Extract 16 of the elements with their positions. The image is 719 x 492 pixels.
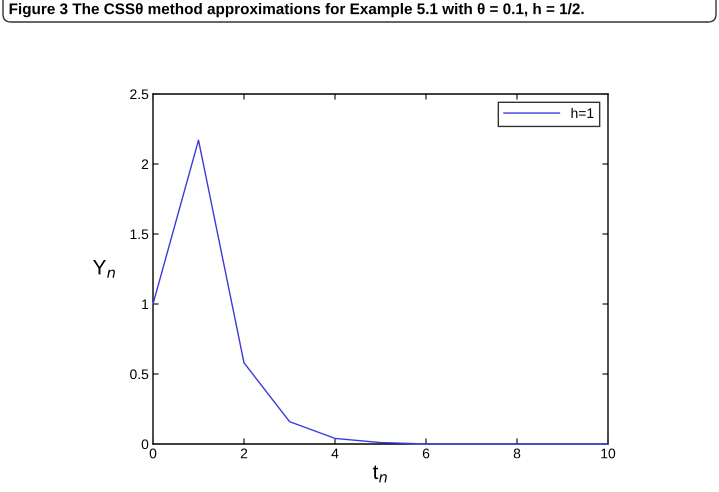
x-axis-title: t$_{n}$: [372, 465, 387, 482]
y-tick-label: 0.5: [130, 369, 148, 380]
y-tick-label: 2.5: [130, 89, 148, 100]
legend-label: h=1: [572, 108, 594, 118]
y-tick-label: 1.5: [130, 229, 148, 240]
y-tick-label: 2: [142, 159, 148, 170]
x-tick-label: 2: [240, 448, 248, 458]
x-tick-label: 8: [514, 448, 520, 458]
x-tick-label: 10: [601, 448, 616, 458]
x-tick-label: 0: [150, 448, 156, 458]
x-tick-label: 4: [331, 448, 338, 458]
y-axis-title: Y$_{n}$: [93, 260, 115, 278]
x-tick-label: 6: [422, 448, 430, 458]
caption: Figure 3 The CSSθ method approximations for Example 5.1 with θ = 0.1, h = 1/2.: [10, 3, 584, 18]
y-tick-label: 0: [142, 439, 148, 450]
y-tick-label: 1: [142, 299, 148, 310]
